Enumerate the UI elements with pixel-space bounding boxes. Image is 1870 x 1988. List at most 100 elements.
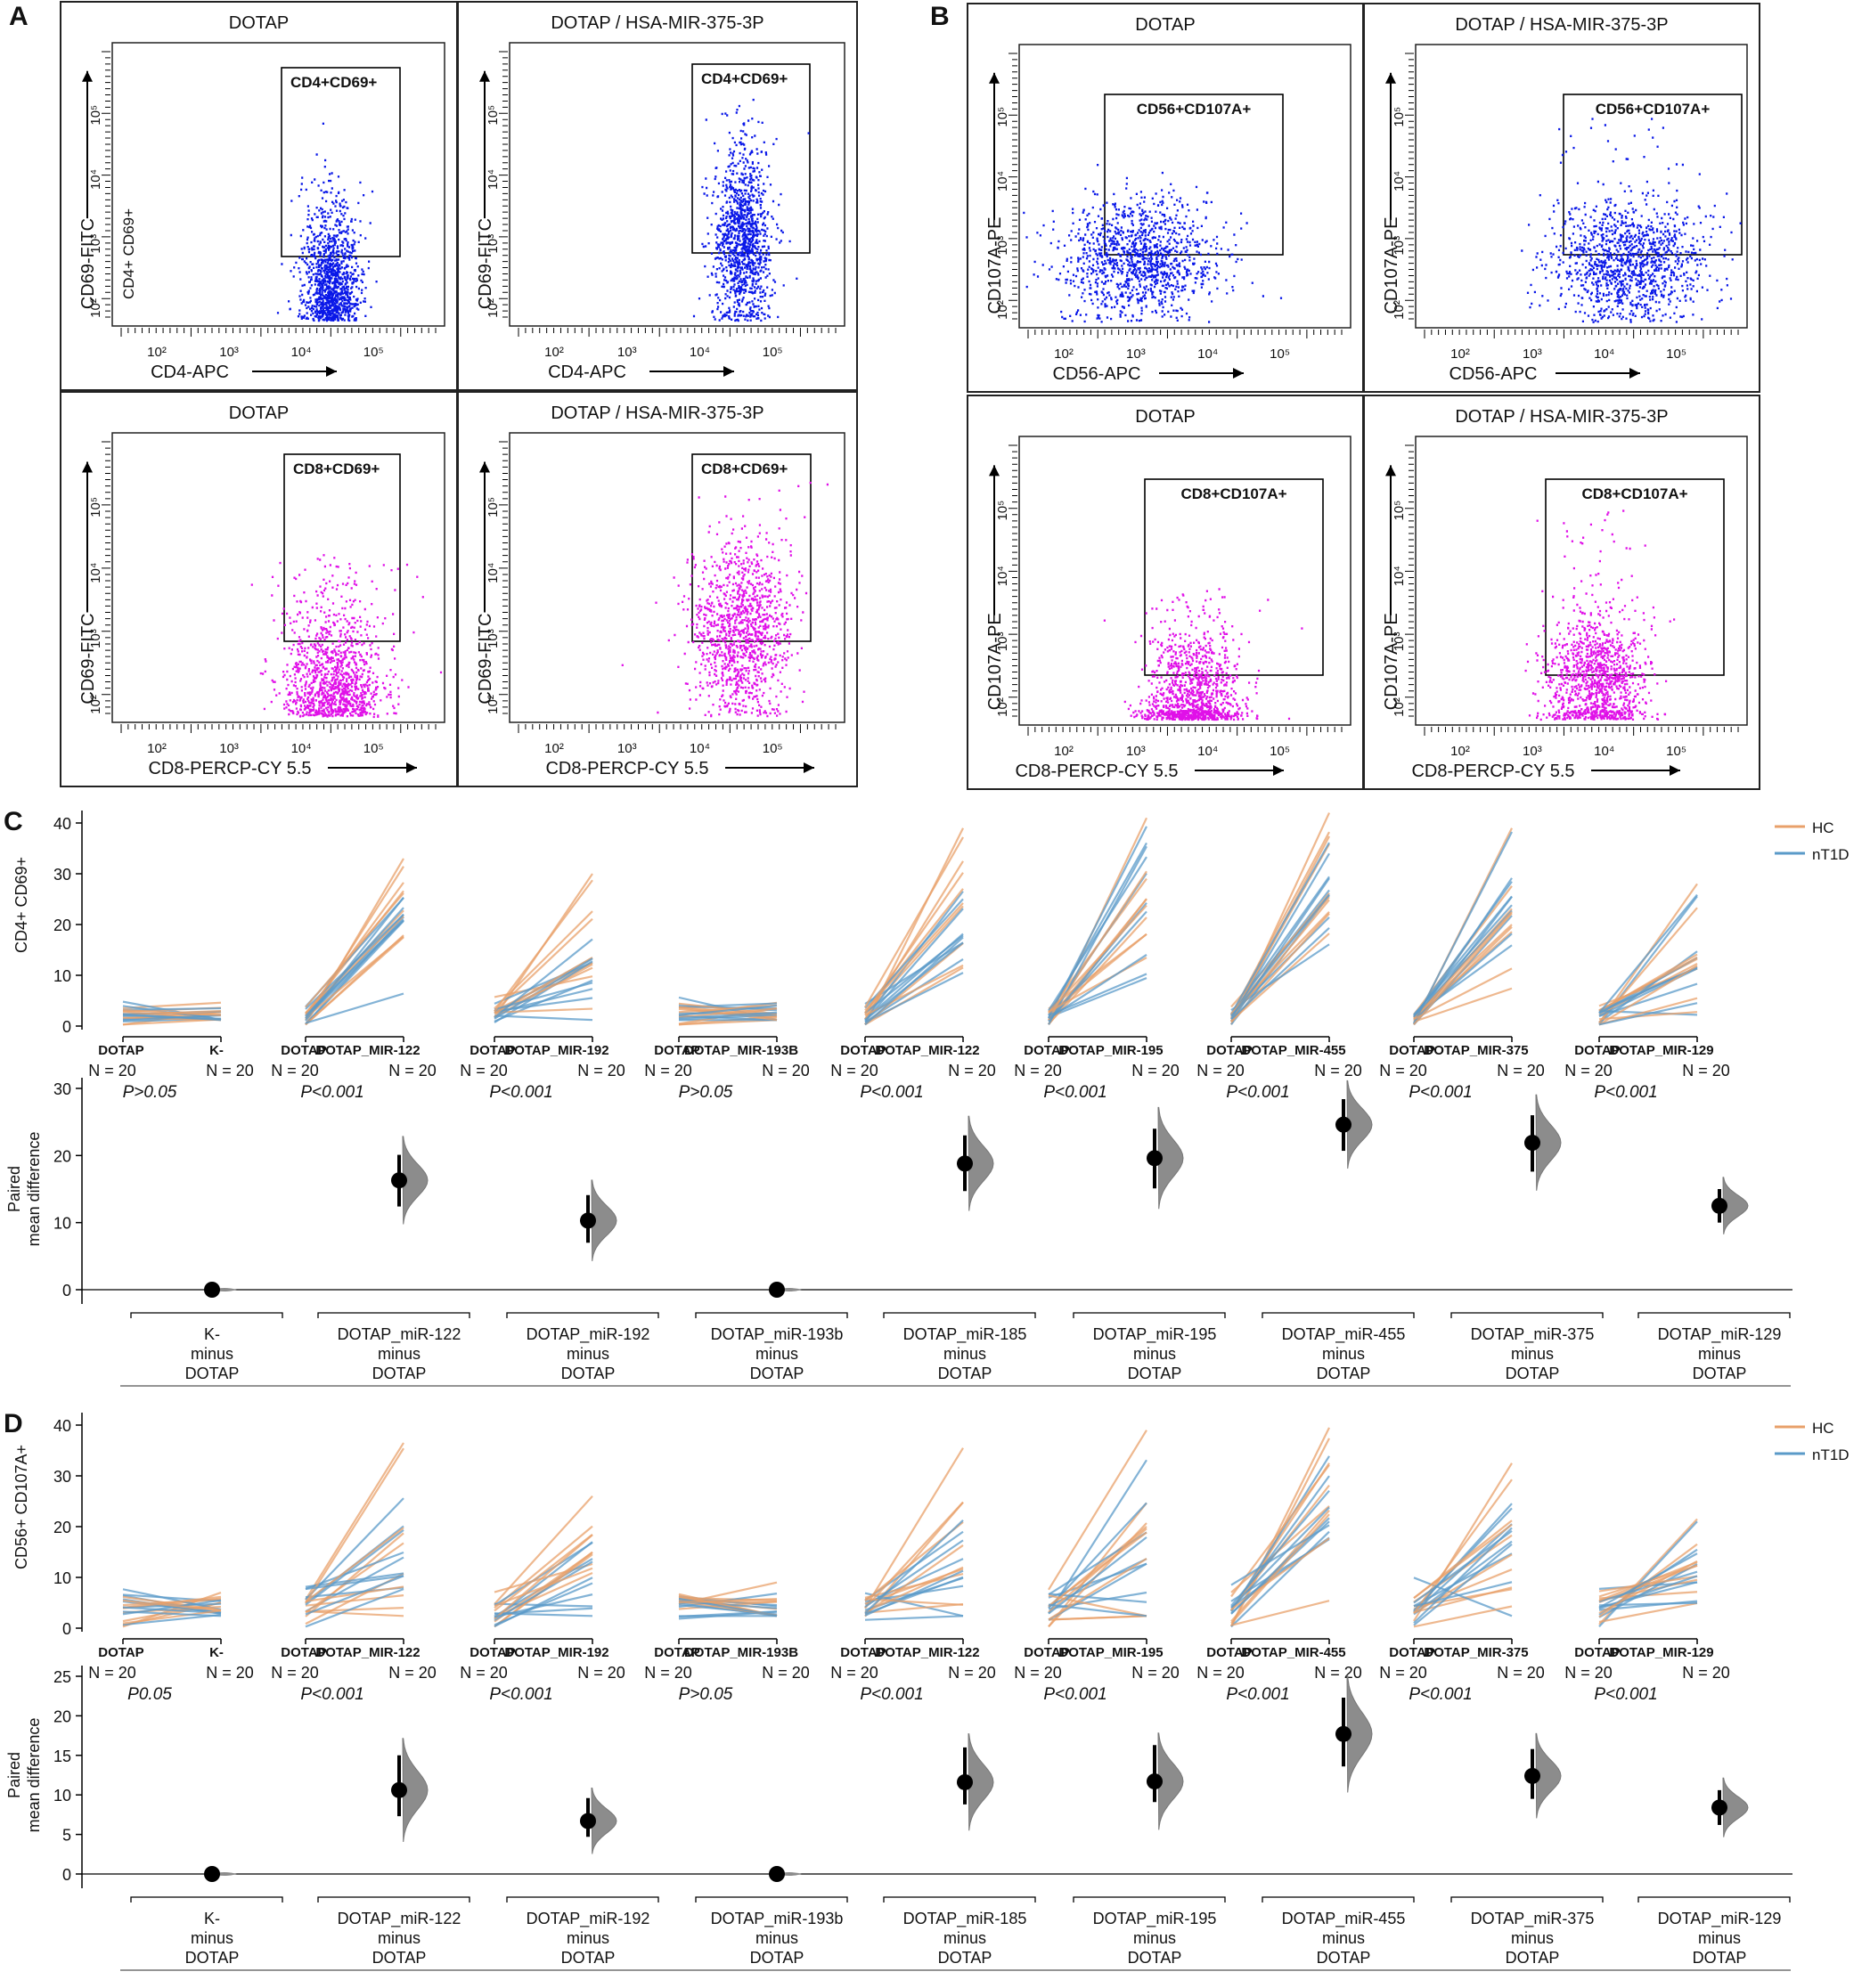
gate-rect [281,67,401,257]
x-tick-label: 10⁵ [1270,346,1290,362]
paired-line [1413,911,1513,1021]
category-bracket [1262,1312,1415,1318]
x-axis-arrow-head [326,366,337,377]
group-right-label: DOTAP_MIR-192 [504,1645,608,1660]
slope-group-1: DOTAP K- N = 20 N = 20 P>0.05 [88,1000,254,1102]
paired-line [1598,1518,1698,1625]
x-tick-label: 10⁴ [1197,744,1218,759]
category-label-3: DOTAP [1317,1949,1371,1967]
y-tick-label: 10⁵ [995,501,1010,521]
y-tick-label: 10⁴ [486,563,501,583]
x-tick-label: 10⁵ [1666,346,1686,362]
group-n-right: N = 20 [1314,1062,1362,1080]
slope-y-tick-label: 0 [62,1620,71,1638]
bootstrap-distribution [1722,1777,1749,1837]
paired-line [305,1572,404,1588]
diff-y-label-2: mean difference [25,1718,43,1833]
category-bracket [130,1312,283,1318]
mean-difference-point [204,1282,220,1298]
category-bracket [1073,1896,1226,1902]
paired-line [122,1610,222,1617]
paired-line [1598,965,1698,1026]
group-n-right: N = 20 [1314,1664,1362,1682]
flow-x-label: CD56-APC [1449,364,1538,384]
group-p-value: P<0.001 [1226,1083,1289,1102]
bootstrap-distribution [1535,1732,1562,1819]
mean-difference-point [1147,1150,1163,1167]
group-n-right: N = 20 [948,1664,996,1682]
category-bracket [695,1896,848,1902]
group-left-label: DOTAP [1206,1043,1252,1058]
paired-line [305,1527,404,1603]
flow-plot-area [509,42,845,327]
paired-line [1230,1600,1330,1626]
y-tick-label: 10⁵ [1392,501,1407,521]
paired-line [305,992,404,1024]
paired-line [1598,1552,1698,1609]
y-tick-label: 10⁵ [1392,107,1407,127]
category-label-3: DOTAP [1317,1365,1371,1382]
paired-line [494,1495,593,1605]
paired-line [1230,1489,1330,1607]
paired-line [1048,957,1147,1013]
gate-rect [1545,478,1725,676]
paired-line [494,938,593,1019]
y-tick-label: 10³ [995,632,1010,652]
category-bracket [1073,1312,1226,1318]
slope-y-label: CD4+ CD69+ [12,857,30,953]
x-tick-label: 10⁴ [690,345,710,360]
bootstrap-distribution [968,1115,994,1211]
y-tick-label: 10³ [88,629,103,648]
paired-line [1598,1575,1698,1593]
category-label-3: DOTAP [1128,1365,1182,1382]
gate-label: CD8+CD107A+ [1581,485,1687,502]
y-tick-label: 10⁵ [88,105,103,126]
group-p-value: P<0.001 [489,1083,552,1102]
paired-line [864,972,964,1023]
x-tick-label: 10² [544,741,564,756]
y-axis-arrow-head [1385,72,1396,84]
flow-plot-title: DOTAP / HSA-MIR-375-3P [551,403,764,423]
group-right-label: DOTAP_MIR-375 [1424,1645,1528,1660]
flow-plot-3: DOTAP / HSA-MIR-375-3P CD69-FITC CD8-PERCP… [457,391,858,787]
group-left-label: DOTAP [281,1043,326,1058]
category-label-2: minus [1322,1345,1365,1363]
flow-x-label: CD8-PERCP-CY 5.5 [1411,762,1574,781]
paired-line [494,1542,593,1607]
flow-y-label: CD69-FITC [476,613,495,704]
paired-line [305,1588,404,1628]
event-dots [621,481,829,718]
flow-panel-frame [1363,395,1760,790]
x-tick-label: 10² [1450,346,1470,362]
group-n-right: N = 20 [388,1062,437,1080]
paired-line [1230,1513,1330,1625]
panel-letter-a: A [9,2,29,31]
paired-line [1598,893,1698,1014]
group-n-left: N = 20 [271,1062,319,1080]
diff-estimate-1: K-minus DOTAP [130,1282,283,1382]
axis-minor-ticks [1008,53,1343,338]
x-tick-label: 10³ [1523,346,1542,362]
axis-minor-ticks [499,51,837,337]
group-p-value: P<0.001 [489,1685,552,1704]
paired-line [678,1005,778,1016]
gate-label: CD8+CD107A+ [1180,485,1286,502]
group-left-label: DOTAP [98,1043,143,1058]
flow-y-label: CD107A-PE [1382,613,1401,710]
paired-line [1230,927,1330,1021]
y-tick-label: 10⁵ [88,497,103,517]
x-tick-label: 10⁵ [763,345,783,360]
mean-difference-point [1524,1135,1540,1152]
paired-line [1230,893,1330,1017]
paired-line [864,908,964,1022]
legend-nt1d-label: nT1D [1812,1446,1850,1463]
diff-y-label-1: Paired [5,1166,23,1212]
paired-line [1413,1581,1513,1608]
x-tick-label: 10² [1054,744,1074,759]
group-n-right: N = 20 [577,1062,625,1080]
y-tick-label: 10² [995,300,1010,320]
group-n-left: N = 20 [88,1664,136,1682]
category-label-1: DOTAP_miR-122 [338,1910,461,1928]
